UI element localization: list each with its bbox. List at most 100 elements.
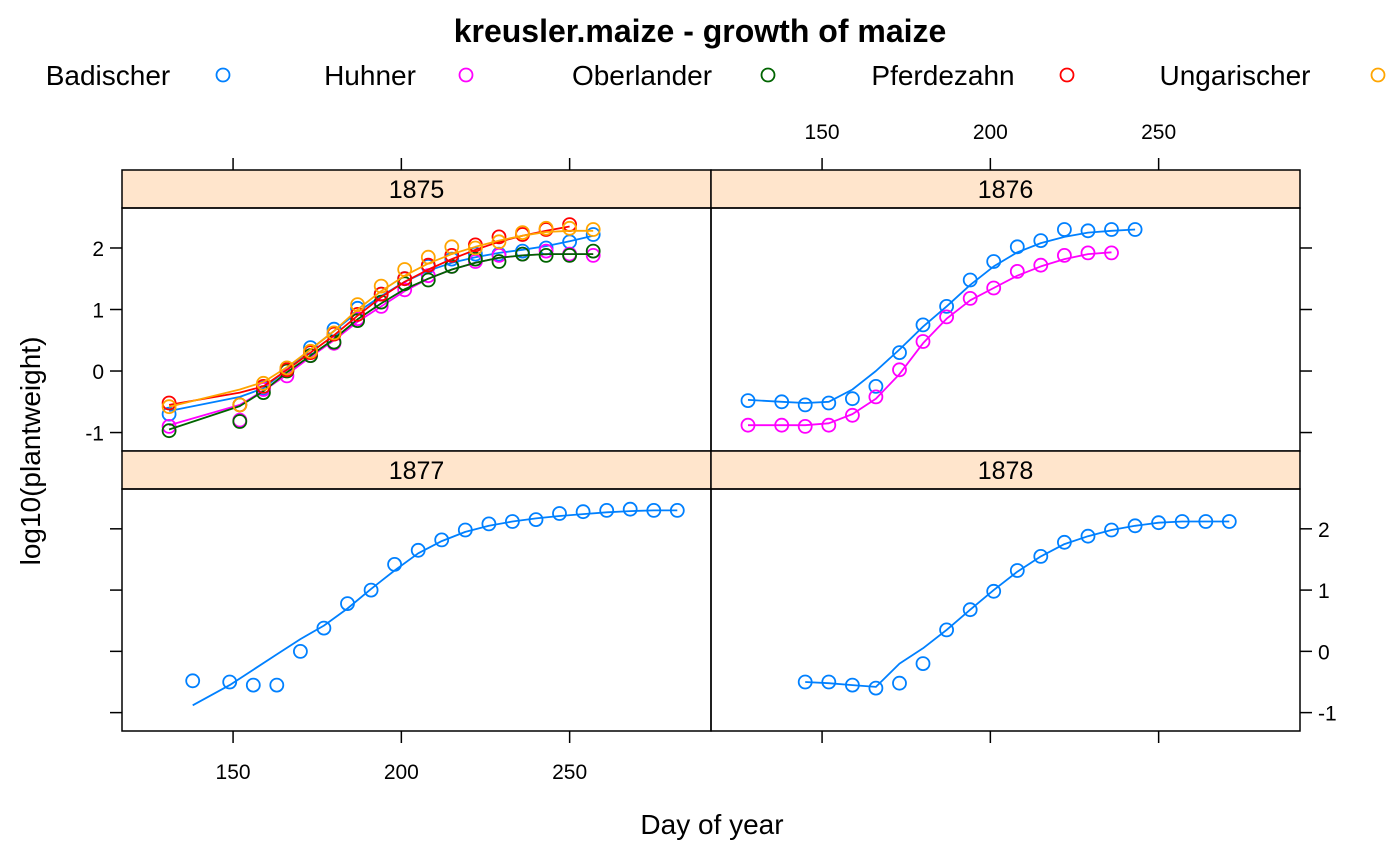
point-ungarischer-1875 (232, 397, 248, 413)
point-badischer-1875 (585, 227, 601, 242)
point-pferdezahn-1875 (420, 257, 436, 273)
point-badischer-1878 (1151, 515, 1166, 531)
point-ungarischer-1875 (515, 225, 530, 241)
fit-line-badischer-1875 (168, 234, 594, 412)
point-badischer-1876 (915, 317, 931, 333)
panel-frame-1878 (710, 488, 1301, 732)
strip-label-1875: 1875 (389, 176, 445, 204)
fit-line-ungarischer-1875 (168, 229, 594, 408)
fit-line-badischer-1877 (192, 509, 678, 707)
point-badischer-1876 (1009, 239, 1025, 255)
point-badischer-1878 (1174, 514, 1190, 529)
point-ungarischer-1875 (585, 222, 601, 237)
y-tick-label-right: 2 (1318, 519, 1330, 542)
point-ungarischer-1875 (444, 239, 460, 255)
point-huhner-1876 (915, 334, 931, 349)
chart-title: kreusler.maize - growth of maize (454, 13, 947, 49)
point-pferdezahn-1875 (444, 247, 460, 263)
point-badischer-1876 (939, 298, 954, 314)
strip-label-1876: 1876 (978, 176, 1034, 204)
point-ungarischer-1875 (397, 262, 413, 277)
x-tick-label-bottom: 150 (216, 761, 251, 784)
point-ungarischer-1875 (467, 240, 483, 256)
y-axis-label: log10(plantweight) (15, 337, 46, 566)
point-huhner-1876 (797, 418, 813, 434)
y-tick-label-left: -1 (85, 423, 104, 446)
point-oberlander-1875 (161, 423, 177, 439)
point-badischer-1877 (505, 514, 520, 529)
point-huhner-1876 (821, 417, 837, 433)
point-badischer-1878 (939, 622, 954, 638)
point-badischer-1878 (1080, 528, 1096, 544)
point-badischer-1876 (986, 254, 1002, 269)
x-tick-label-top: 200 (973, 121, 1008, 144)
point-badischer-1877 (669, 502, 685, 518)
point-oberlander-1875 (491, 254, 507, 269)
point-badischer-1878 (868, 680, 884, 696)
point-badischer-1876 (845, 391, 860, 407)
strip-1877 (121, 450, 712, 490)
point-pferdezahn-1875 (161, 395, 177, 411)
point-badischer-1878 (1033, 549, 1049, 564)
point-badischer-1876 (821, 395, 837, 411)
x-tick-label-bottom: 250 (552, 761, 587, 784)
point-badischer-1877 (269, 677, 285, 693)
point-badischer-1877 (363, 582, 379, 598)
point-badischer-1876 (797, 397, 813, 413)
point-oberlander-1875 (585, 243, 601, 259)
point-ungarischer-1875 (255, 375, 271, 391)
point-oberlander-1875 (515, 246, 530, 262)
point-badischer-1877 (646, 502, 662, 518)
point-badischer-1878 (845, 677, 860, 693)
point-huhner-1876 (774, 417, 790, 433)
fit-line-huhner-1876 (748, 251, 1112, 427)
point-huhner-1876 (740, 417, 756, 433)
point-badischer-1877 (340, 596, 355, 611)
panel-frame-1876 (710, 207, 1301, 452)
point-huhner-1876 (868, 389, 884, 405)
point-huhner-1875 (161, 418, 177, 434)
point-badischer-1878 (1127, 518, 1143, 534)
point-badischer-1878 (1221, 514, 1237, 529)
point-badischer-1877 (457, 522, 473, 538)
point-badischer-1877 (410, 542, 426, 558)
legend-marker-huhner (458, 67, 474, 83)
strip-label-1878: 1878 (978, 457, 1034, 485)
panel-1876: 1876 (710, 169, 1301, 452)
point-badischer-1876 (1057, 222, 1072, 237)
point-badischer-1877 (387, 557, 403, 572)
legend: Badischer Huhner Oberlander Pferdezahn Ungar… (46, 60, 1386, 91)
legend-marker-ungarischer (1370, 67, 1386, 83)
x-axis-label: Day of year (640, 809, 783, 840)
point-badischer-1878 (915, 656, 931, 671)
point-badischer-1876 (1033, 233, 1049, 249)
legend-label-badischer: Badischer (46, 60, 171, 91)
point-badischer-1877 (316, 620, 332, 636)
point-pferdezahn-1875 (397, 271, 413, 287)
point-ungarischer-1875 (279, 360, 295, 376)
point-badischer-1878 (1198, 514, 1214, 529)
point-badischer-1877 (599, 502, 615, 518)
point-badischer-1878 (986, 583, 1002, 599)
legend-label-pferdezahn: Pferdezahn (871, 60, 1014, 91)
point-ungarischer-1875 (538, 220, 554, 236)
point-badischer-1877 (185, 673, 201, 689)
panel-1878: 1878 (710, 450, 1301, 732)
point-badischer-1878 (797, 674, 813, 690)
point-oberlander-1875 (232, 414, 248, 429)
point-pferdezahn-1875 (491, 229, 507, 245)
point-huhner-1876 (845, 407, 860, 423)
x-tick-label-top: 150 (805, 121, 840, 144)
y-tick-label-right: -1 (1318, 703, 1337, 726)
point-ungarischer-1875 (373, 278, 389, 294)
y-tick-label-right: 0 (1318, 641, 1330, 664)
point-huhner-1876 (939, 309, 954, 325)
point-huhner-1875 (585, 247, 601, 263)
point-badischer-1877 (622, 501, 638, 517)
point-huhner-1876 (986, 280, 1002, 296)
y-tick-label-left: 0 (92, 361, 104, 384)
point-huhner-1876 (892, 362, 907, 378)
point-badischer-1876 (892, 345, 907, 361)
point-oberlander-1875 (467, 251, 483, 267)
